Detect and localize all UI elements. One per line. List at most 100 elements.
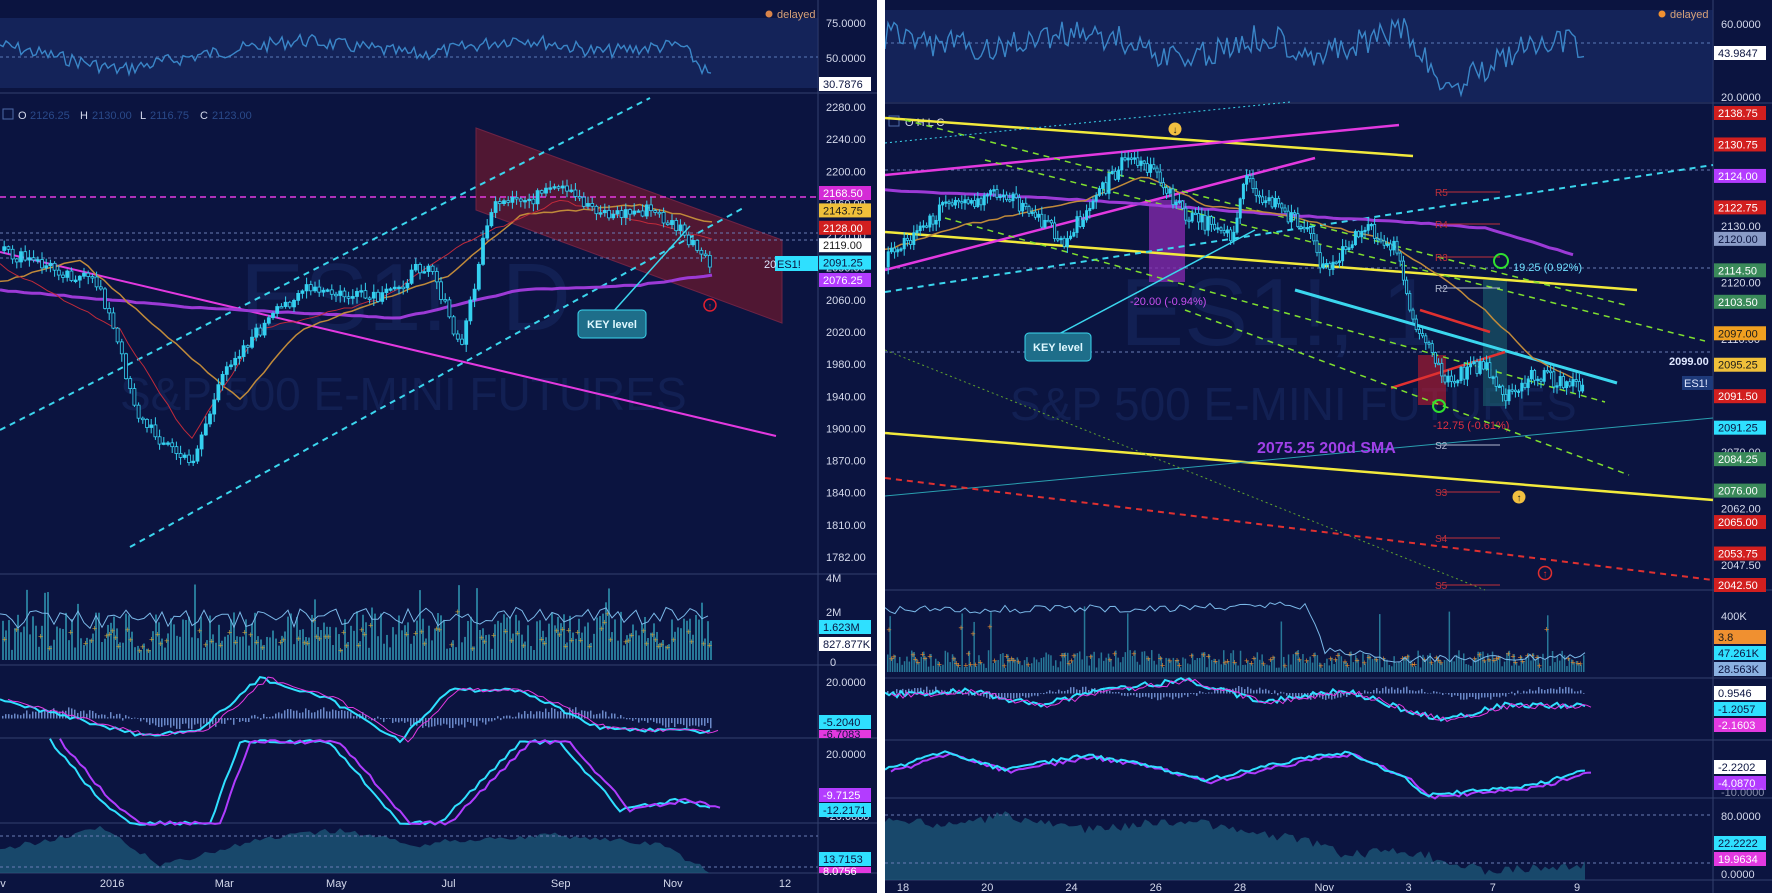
volume-bars: ++++++++++++++++++++++++++++++++++++++++… [2, 584, 712, 660]
yellow-trendline-bottom[interactable] [885, 431, 1714, 502]
macd-histogram-bar [338, 711, 340, 719]
key-level-callout[interactable] [1024, 332, 1092, 362]
volume-bar [899, 656, 901, 672]
yellow-trendline-top[interactable] [885, 116, 1414, 158]
volume-bar [149, 649, 151, 660]
volume-bar [1208, 654, 1211, 672]
red-trendline[interactable] [1419, 308, 1491, 334]
volume-bar [1407, 654, 1410, 672]
volume-bar [113, 616, 115, 660]
volume-bar [161, 638, 163, 660]
candle-body [178, 453, 183, 458]
volume-bar [1479, 652, 1482, 672]
red-dashed-trendline[interactable] [885, 477, 1714, 581]
candle-body [523, 200, 527, 203]
macd-histogram-bar [1046, 691, 1048, 694]
volume-bar [1254, 657, 1256, 672]
legend-toggle-icon[interactable] [888, 115, 900, 127]
candle-body [1072, 232, 1076, 237]
macd-histogram-bar [518, 712, 520, 719]
volume-bar [518, 620, 520, 660]
candle-body [182, 454, 187, 458]
price-tag-value: 2122.75 [1718, 202, 1758, 214]
macd-histogram-bar [143, 718, 145, 720]
channel-upper[interactable] [0, 97, 651, 431]
green-dashed-channel[interactable] [904, 119, 1626, 306]
macd-histogram-bar [1331, 693, 1333, 700]
macd-histogram-bar [1103, 687, 1105, 694]
macd-histogram-bar [167, 718, 169, 726]
volume-bar [1302, 654, 1304, 672]
channel-lower[interactable] [129, 206, 746, 548]
volume-bar [1309, 656, 1311, 672]
magenta-trendline-top[interactable] [885, 123, 1400, 177]
candle-body [132, 388, 137, 406]
volume-bar [635, 630, 637, 660]
volume-bar [908, 661, 911, 672]
candle-body [1321, 263, 1325, 269]
macd-histogram-bar [566, 712, 568, 719]
panel-divider[interactable] [877, 0, 885, 893]
volume-bar [1067, 652, 1069, 672]
volume-bar [1527, 653, 1530, 672]
volume-bar [1453, 661, 1455, 672]
volume-bar [413, 635, 415, 660]
cyan-dashed-trendline[interactable] [885, 164, 1714, 293]
volume-marker: + [1438, 658, 1443, 668]
right-hourly-chart[interactable]: delayed 60.0000 20.0000 43.9847 O H L C … [885, 0, 1772, 893]
key-level-callout[interactable] [577, 309, 647, 339]
macd-histogram-bar [1292, 693, 1294, 698]
green-dashed-channel[interactable] [1184, 309, 1630, 476]
macd-histogram-bar [605, 711, 607, 719]
volume-bar [656, 631, 658, 660]
candle-body [1123, 157, 1127, 161]
volume-bar [1014, 659, 1016, 672]
volume-bar [954, 657, 956, 672]
candle-body [1424, 335, 1428, 344]
cyan-trendline[interactable] [1294, 288, 1618, 385]
measure-box-down[interactable] [1149, 200, 1185, 282]
macd-histogram-bar [503, 716, 505, 719]
candle-body [1545, 370, 1549, 373]
volume-bar [1076, 653, 1079, 672]
macd-tag [1714, 686, 1766, 700]
macd-histogram-bar [8, 714, 10, 719]
red-channel[interactable] [475, 127, 783, 324]
candle-body [1161, 182, 1165, 189]
candle-body [1510, 389, 1514, 392]
volume-marker: + [1496, 653, 1501, 663]
magenta-trendline-lower[interactable] [885, 156, 1316, 272]
legend-toggle-icon[interactable] [2, 108, 14, 120]
candle-body [979, 198, 983, 206]
candle-body [1299, 226, 1303, 229]
price-tick: 2062.00 [1721, 504, 1761, 516]
stoch-tag [1714, 776, 1766, 790]
magenta-trendline[interactable] [0, 251, 777, 437]
pivot-label: R3 [1435, 253, 1448, 264]
left-daily-chart[interactable]: delayed 75.0000 50.0000 30.7876 O 2126.2… [0, 0, 877, 893]
macd-histogram-bar [1172, 693, 1174, 700]
candle-body [1241, 183, 1245, 200]
volume-bar [1098, 658, 1100, 672]
volume-bar [1395, 663, 1398, 672]
volume-bar [1554, 662, 1556, 672]
volume-marker: + [47, 643, 52, 653]
yellow-trendline-mid[interactable] [885, 230, 1638, 292]
volume-bar [1491, 651, 1494, 672]
volume-marker: + [164, 636, 169, 646]
teal-trendline[interactable] [885, 417, 1714, 497]
macd-histogram-bar [137, 718, 139, 719]
price-tag-value: 2076.25 [823, 275, 863, 287]
volume-marker: + [326, 632, 331, 642]
macd-histogram-bar [1169, 693, 1171, 698]
volume-bar [620, 611, 622, 660]
green-dashed-channel[interactable] [944, 217, 1606, 403]
volume-bar [1021, 665, 1023, 672]
volume-bar [419, 590, 421, 660]
candle-body [1293, 212, 1297, 215]
volume-bar [1148, 657, 1151, 672]
macd-histogram-bar [1484, 693, 1486, 698]
candle-body [418, 264, 422, 274]
candle-body [594, 205, 599, 215]
time-tick: 18 [897, 882, 909, 893]
